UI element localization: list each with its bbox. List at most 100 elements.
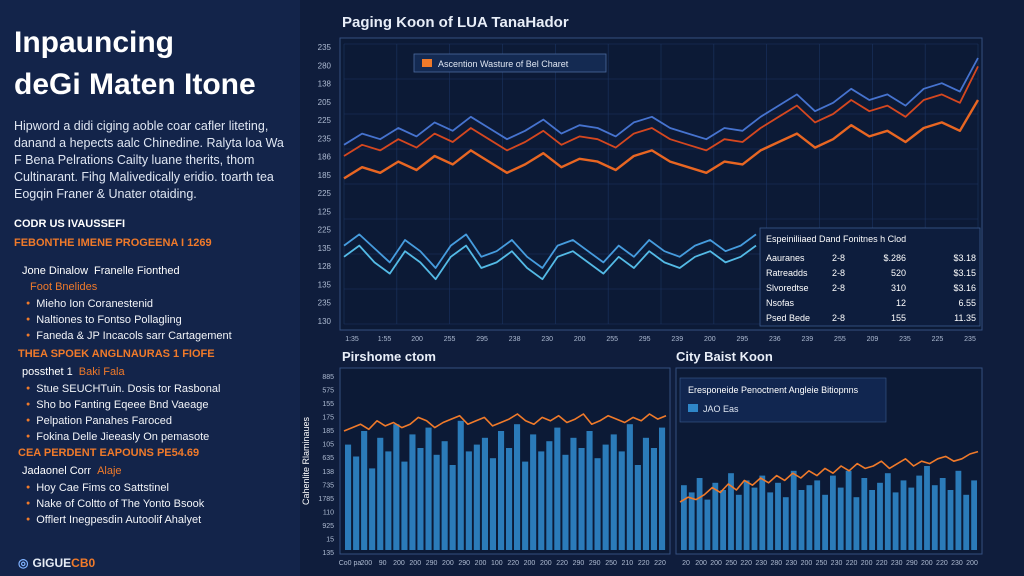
bar — [798, 490, 805, 550]
list-item: Stue SEUCHTuin. Dosis tor Rasbonal — [26, 381, 220, 397]
logo-icon: ◎ — [18, 556, 29, 570]
table-cell: 2-8 — [832, 283, 845, 293]
x-tick-label: 230 — [831, 560, 843, 567]
x-tick-label: 250 — [725, 560, 737, 567]
x-tick-label: 220 — [846, 560, 858, 567]
pair-label: Jadaonel Corr — [22, 465, 92, 477]
section-3-pair: Jadaonel Corr Alaje — [22, 465, 122, 477]
y-tick-label: 105 — [322, 442, 334, 449]
x-tick-label: 236 — [769, 336, 781, 343]
y-tick-label: 735 — [322, 482, 334, 489]
series-line-lower-blue — [343, 233, 757, 269]
x-tick-label: 200 — [801, 560, 813, 567]
y-tick-label: 130 — [318, 317, 332, 326]
x-tick-label: 230 — [951, 560, 963, 567]
x-tick-label: 295 — [736, 336, 748, 343]
x-tick-label: 200 — [704, 336, 716, 343]
table-cell: 6.55 — [958, 298, 976, 308]
trend-line — [343, 413, 667, 432]
bar — [924, 466, 930, 550]
x-tick-label: 1:35 — [345, 336, 359, 343]
x-tick-label: 230 — [541, 336, 553, 343]
x-tick-label: 239 — [802, 336, 814, 343]
bar — [369, 468, 376, 550]
y-tick-label: 186 — [318, 153, 332, 162]
y-tick-label: 138 — [322, 469, 334, 476]
x-tick-label: 225 — [932, 336, 944, 343]
logo-text: GIGUE — [32, 556, 72, 570]
x-tick-label: 200 — [966, 560, 978, 567]
bar — [417, 448, 424, 550]
bar — [767, 492, 774, 550]
list-item: Hoy Cae Fims co Sattstinel — [26, 480, 204, 496]
bar — [465, 451, 472, 550]
x-tick-label: 220 — [638, 560, 650, 567]
x-tick-label: 200 — [710, 560, 722, 567]
table-cell: Psed Bede — [766, 313, 810, 323]
section-1-title: CODR US IVAUSSEFI — [14, 218, 126, 230]
x-tick-label: 280 — [770, 560, 782, 567]
x-tick-label: 200 — [409, 560, 421, 567]
brand-logo: ◎ GIGUECB0 — [18, 556, 95, 570]
bar-chart-right-title: City Baist Koon — [676, 349, 773, 364]
bar-chart-right-legend-label: JAO Eas — [703, 404, 739, 414]
x-tick-label: 210 — [622, 560, 634, 567]
y-tick-label: 135 — [318, 244, 332, 253]
bar — [884, 473, 891, 550]
headline-line-2: deGi Maten Itone — [14, 68, 256, 101]
pair-value: Alaje — [97, 465, 122, 477]
bar-chart-left-ylabel: Cahenlite Rlaminaues — [301, 416, 311, 505]
main-legend-swatch — [422, 59, 432, 67]
main-chart-lines — [343, 57, 980, 281]
x-tick-label: 1:55 — [378, 336, 392, 343]
bar — [345, 444, 352, 550]
y-tick-label: 280 — [318, 61, 332, 70]
bar — [522, 461, 529, 550]
y-tick-label: 15 — [326, 536, 334, 543]
main-chart-y-ticks: 235 280 138 205 225 235 186 185 225 125 225 135 128 1… — [318, 43, 332, 326]
x-tick-label: 200 — [574, 336, 586, 343]
section-3-title: CEA PERDENT EAPOUNS PE54.69 — [18, 447, 200, 459]
table-cell: 11.35 — [954, 313, 976, 323]
bar — [971, 480, 977, 550]
bar-chart-right-legend — [679, 377, 887, 423]
x-tick-label: 295 — [476, 336, 488, 343]
bar — [775, 482, 781, 550]
list-item: Faneda & JP Incacols sarr Cartagement — [26, 328, 231, 344]
bar-chart-left-y-ticks: 885 575 155 175 185 105 635 138 735 1785 110 925 15 1… — [318, 374, 334, 557]
y-tick-label: 235 — [318, 43, 332, 52]
x-tick-label: 230 — [786, 560, 798, 567]
x-tick-label: 290 — [573, 560, 585, 567]
bar — [696, 478, 703, 550]
y-tick-label: 635 — [322, 455, 334, 462]
x-tick-label: 230 — [891, 560, 903, 567]
table-cell: $.286 — [883, 253, 906, 263]
section-1-pair: Jone Dinalow Franelle Fionthed — [22, 265, 180, 277]
bar — [481, 437, 488, 550]
list-item: Nake of Coltto of The Yonto Bsook — [26, 496, 204, 512]
x-tick-label: 200 — [695, 560, 707, 567]
bar — [385, 451, 392, 550]
bar — [506, 448, 513, 550]
main-legend-box — [413, 53, 607, 73]
y-tick-label: 138 — [318, 80, 332, 89]
bar — [759, 475, 766, 550]
bar — [562, 454, 569, 550]
list-item: Offlert Inegpesdin Autoolif Ahalyet — [26, 512, 204, 528]
y-tick-label: 235 — [318, 134, 332, 143]
bar — [401, 461, 408, 550]
bar — [498, 431, 505, 550]
y-tick-label: 205 — [318, 98, 332, 107]
y-tick-label: 185 — [318, 171, 332, 180]
table-cell: Nsofas — [766, 298, 795, 308]
bar — [939, 478, 946, 550]
table-cell: 2-8 — [832, 268, 845, 278]
x-tick-label: 250 — [605, 560, 617, 567]
x-tick-label: 200 — [411, 336, 423, 343]
bar — [650, 448, 657, 550]
bar — [626, 424, 633, 550]
pair-value: Baki Fala — [78, 366, 125, 378]
bar — [489, 458, 496, 550]
bar-chart-left-line — [343, 413, 667, 432]
